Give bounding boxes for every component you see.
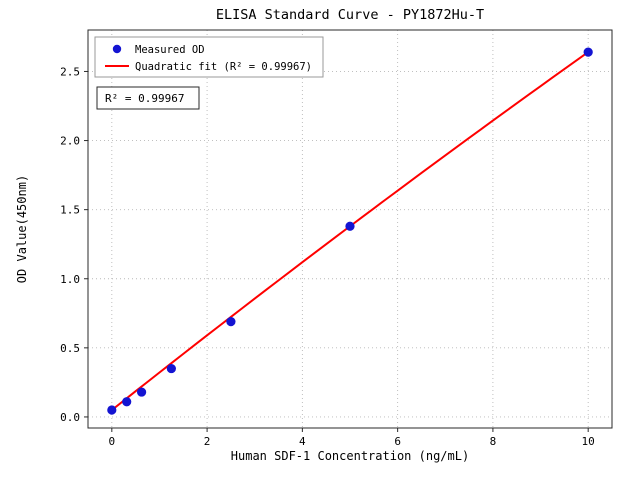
data-point [136, 387, 147, 397]
x-tick-label: 0 [109, 435, 116, 448]
annotation-text: R² = 0.99967 [105, 92, 184, 105]
x-tick-label: 8 [490, 435, 497, 448]
data-point [166, 363, 176, 374]
y-axis-label: OD Value(450nm) [15, 175, 29, 283]
x-tick-label: 6 [394, 435, 401, 448]
y-tick-label: 1.5 [60, 204, 80, 217]
y-tick-label: 1.0 [60, 273, 80, 286]
legend: Measured OD Quadratic fit (R² = 0.99967) [94, 36, 324, 78]
data-point [583, 47, 593, 57]
data-point [345, 221, 355, 231]
axes-spines [87, 29, 613, 429]
x-tick-label: 10 [582, 435, 595, 448]
y-tick-label: 2.0 [60, 135, 80, 148]
legend-box [94, 36, 324, 78]
annotation-box [96, 86, 200, 110]
r-squared-annotation: R² = 0.99967 [96, 86, 200, 110]
legend-label-measured: Measured OD [135, 44, 205, 56]
legend-label-fit: Quadratic fit (R² = 0.99967) [135, 61, 312, 73]
chart-title: ELISA Standard Curve - PY1872Hu-T [216, 7, 484, 23]
x-tick-label: 2 [204, 435, 211, 448]
y-tick-label: 0.0 [60, 411, 80, 424]
x-axis-label: Human SDF-1 Concentration (ng/mL) [231, 449, 469, 463]
data-point [226, 316, 236, 327]
x-tick-label: 4 [299, 435, 306, 448]
tick-marks [84, 70, 589, 432]
measured-points [107, 47, 593, 415]
data-point [107, 405, 117, 415]
legend-marker-dot [112, 44, 122, 54]
y-tick-label: 0.5 [60, 342, 80, 355]
y-tick-label: 2.5 [60, 65, 80, 78]
data-point [122, 397, 132, 407]
grid [88, 30, 612, 428]
